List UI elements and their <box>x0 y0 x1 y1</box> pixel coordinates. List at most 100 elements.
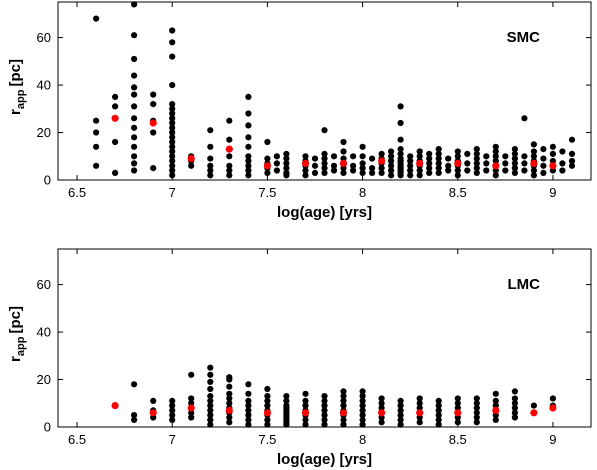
lmc-point <box>473 404 480 412</box>
lmc-point <box>511 409 518 416</box>
smc-point <box>226 117 233 124</box>
lmc-point <box>207 364 214 371</box>
smc-x-tick-label: 6.5 <box>68 185 86 200</box>
smc-point <box>150 91 157 98</box>
smc-point <box>511 169 518 176</box>
lmc-point <box>188 414 195 421</box>
lmc-point <box>245 416 252 423</box>
lmc-point <box>207 393 214 400</box>
smc-point <box>502 160 509 167</box>
lmc-y-label-main: r <box>7 356 24 362</box>
smc-median-point <box>378 157 386 165</box>
lmc-median-point <box>530 409 538 417</box>
lmc-median-point <box>149 409 157 417</box>
lmc-point <box>321 416 328 423</box>
smc-point <box>540 146 547 153</box>
lmc-point <box>340 402 347 409</box>
smc-point <box>407 157 414 165</box>
lmc-y-tick-label: 20 <box>37 372 51 387</box>
smc-point <box>350 167 357 174</box>
smc-point <box>511 155 518 162</box>
lmc-point <box>454 395 461 402</box>
smc-point <box>150 165 157 172</box>
smc-point <box>388 167 395 174</box>
lmc-point <box>321 412 328 419</box>
smc-point <box>330 167 338 174</box>
smc-point <box>530 172 538 179</box>
lmc-point <box>207 402 214 409</box>
lmc-x-axis-label: log(age) [yrs] <box>277 451 372 468</box>
smc-point <box>369 169 376 176</box>
smc-point <box>245 110 252 117</box>
smc-point <box>350 153 357 160</box>
smc-point <box>540 169 547 176</box>
lmc-y-axis: 0 20 40 60 <box>37 277 591 435</box>
lmc-y-label-unit: [pc] <box>7 306 24 334</box>
lmc-point <box>188 395 195 402</box>
smc-point <box>169 53 176 60</box>
smc-point <box>568 162 576 169</box>
smc-point <box>302 153 309 160</box>
lmc-median-point <box>454 409 462 417</box>
smc-point <box>511 160 518 167</box>
smc-point <box>131 160 138 167</box>
lmc-point <box>207 371 214 378</box>
smc-y-label-subscript: app <box>15 89 27 109</box>
lmc-point <box>435 397 442 404</box>
smc-point <box>359 169 366 176</box>
lmc-point <box>264 393 271 400</box>
smc-point <box>521 167 528 174</box>
lmc-point <box>245 412 252 419</box>
lmc-point <box>226 395 233 402</box>
lmc-x-tick-label: 8 <box>359 432 366 447</box>
lmc-point <box>245 421 252 428</box>
lmc-point <box>226 419 233 426</box>
smc-point <box>131 84 138 91</box>
smc-point <box>273 160 280 167</box>
lmc-point <box>340 397 347 404</box>
smc-point <box>340 155 347 162</box>
smc-point <box>350 162 357 169</box>
lmc-point <box>378 400 385 407</box>
lmc-point <box>549 395 557 402</box>
lmc-point <box>435 407 442 414</box>
lmc-point <box>321 402 328 409</box>
smc-point <box>150 101 157 108</box>
lmc-point <box>378 395 385 402</box>
smc-point <box>549 150 557 157</box>
smc-point <box>169 134 176 141</box>
smc-point <box>283 150 290 157</box>
smc-point <box>131 103 138 110</box>
smc-y-tick-label: 40 <box>37 78 51 93</box>
smc-median-point <box>454 159 462 167</box>
smc-point <box>473 165 480 172</box>
smc-y-label-unit: [pc] <box>7 59 24 87</box>
smc-x-tick-label: 7 <box>169 185 176 200</box>
lmc-point <box>264 397 271 404</box>
smc-point <box>445 162 452 169</box>
lmc-point <box>511 400 518 407</box>
lmc-point <box>359 388 366 395</box>
smc-y-axis-label: rapp [pc] <box>7 59 27 115</box>
smc-point <box>397 146 404 153</box>
smc-median-point <box>187 155 195 163</box>
lmc-point <box>302 390 309 397</box>
smc-point <box>388 162 395 169</box>
smc-median-point <box>149 119 157 127</box>
smc-point <box>397 150 404 157</box>
smc-point <box>340 148 347 155</box>
smc-point <box>407 167 414 174</box>
lmc-point <box>397 416 404 423</box>
smc-point <box>559 160 566 167</box>
smc-point <box>435 150 442 157</box>
smc-point <box>388 148 395 155</box>
smc-point <box>131 134 138 141</box>
smc-point <box>549 157 557 165</box>
smc-point <box>245 153 252 160</box>
smc-point <box>426 150 433 157</box>
smc-point <box>435 160 442 167</box>
lmc-point <box>435 421 442 428</box>
smc-plot-frame <box>57 1 592 181</box>
smc-point <box>483 160 490 167</box>
